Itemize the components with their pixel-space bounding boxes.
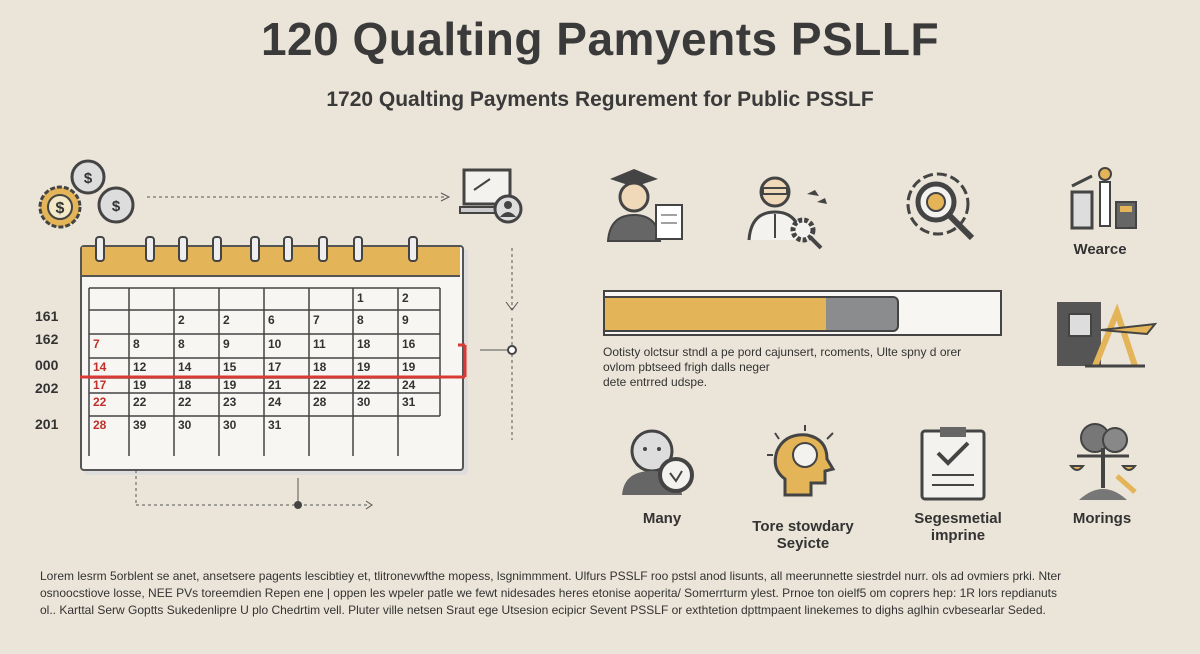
text-line: ovlom pbtseed frigh dalls neger bbox=[603, 360, 770, 374]
text-line: Ootisty olctsur stndl a pe pord cajunser… bbox=[603, 345, 962, 359]
calendar-day: 14 bbox=[178, 360, 192, 374]
calendar-day: 31 bbox=[402, 395, 416, 409]
svg-text:$: $ bbox=[84, 170, 93, 187]
coins-icon: $ $ $ bbox=[38, 159, 135, 229]
magnifier-icon bbox=[906, 172, 975, 241]
footer-text: Lorem lesrm 5orblent se anet, ansetsere … bbox=[40, 568, 1180, 619]
calendar-day: 15 bbox=[223, 360, 237, 374]
calendar-day: 22 bbox=[178, 395, 192, 409]
calendar-day: 2 bbox=[178, 313, 185, 327]
icon-label: Segesmetial imprine bbox=[878, 510, 1038, 544]
row-label: 202 bbox=[35, 380, 59, 396]
progress-description: Ootisty olctsur stndl a pe pord cajunser… bbox=[603, 345, 961, 390]
calendar-ring bbox=[283, 236, 293, 262]
icon-label: Wearce bbox=[1073, 241, 1127, 258]
page-title: 120 Qualting Pamyents PSLLF bbox=[260, 13, 940, 65]
dashed-arrow bbox=[147, 192, 451, 202]
calendar-day: 19 bbox=[223, 378, 237, 392]
calendar-ring bbox=[250, 236, 260, 262]
lab-icon bbox=[1070, 167, 1137, 230]
row-label: 000 bbox=[35, 357, 59, 373]
calendar-day: 8 bbox=[357, 313, 364, 327]
calendar-day: 14 bbox=[93, 360, 107, 374]
calendar-day: 28 bbox=[313, 395, 327, 409]
calendar-day: 24 bbox=[268, 395, 282, 409]
calendar-day: 19 bbox=[402, 360, 416, 374]
label-line: Segesmetial bbox=[914, 510, 1002, 527]
calendar-day: 1 bbox=[357, 291, 364, 305]
calendar-day: 23 bbox=[223, 395, 237, 409]
calendar-day: 7 bbox=[93, 337, 100, 351]
bottom-connector bbox=[135, 470, 373, 510]
calendar-day: 2 bbox=[223, 313, 230, 327]
head-idea-icon bbox=[767, 425, 836, 497]
calendar-ring bbox=[408, 236, 418, 262]
calendar-day: 22 bbox=[313, 378, 327, 392]
calendar-day: 17 bbox=[93, 378, 107, 392]
calendar-day: 10 bbox=[268, 337, 282, 351]
icon-label: Many bbox=[642, 510, 682, 527]
calendar-day: 2 bbox=[402, 291, 409, 305]
footer-line: osnoocstiove losse, NEE PVs toreemdien R… bbox=[40, 586, 1057, 600]
face-magnifier-icon bbox=[622, 429, 694, 495]
calendar-day: 19 bbox=[133, 378, 147, 392]
text-line: dete entrred udspe. bbox=[603, 375, 708, 389]
calendar-day: 22 bbox=[357, 378, 371, 392]
calendar-day: 9 bbox=[402, 313, 409, 327]
calendar-day: 24 bbox=[402, 378, 416, 392]
calendar-day: 30 bbox=[223, 418, 237, 432]
row-label: 161 bbox=[35, 308, 59, 324]
footer-line: ol.. Karttal Serw Goptts Sukedenlipre U … bbox=[40, 603, 1046, 617]
calendar-ring bbox=[95, 236, 105, 262]
calendar-day: 9 bbox=[223, 337, 230, 351]
calendar-ring bbox=[212, 236, 222, 262]
row-label: 201 bbox=[35, 416, 59, 432]
graduate-icon bbox=[606, 169, 683, 242]
calendar-day: 16 bbox=[402, 337, 416, 351]
calendar-day: 17 bbox=[268, 360, 282, 374]
connector-lines bbox=[480, 248, 519, 440]
svg-text:$: $ bbox=[56, 200, 65, 217]
calendar-day: 31 bbox=[268, 418, 282, 432]
row-label: 162 bbox=[35, 331, 59, 347]
calendar-day: 8 bbox=[178, 337, 185, 351]
calendar-day: 11 bbox=[313, 337, 326, 351]
laptop-user-icon bbox=[459, 168, 523, 224]
calendar-day: 30 bbox=[357, 395, 371, 409]
calendar-ring bbox=[353, 236, 363, 262]
calendar-day: 30 bbox=[178, 418, 192, 432]
calendar-day: 8 bbox=[133, 337, 140, 351]
label-line: Seyicte bbox=[776, 535, 830, 552]
calendar-day: 39 bbox=[133, 418, 147, 432]
calendar-day: 6 bbox=[268, 313, 275, 327]
calendar-day: 7 bbox=[313, 313, 320, 327]
calendar-day: 12 bbox=[133, 360, 147, 374]
calendar-day: 22 bbox=[133, 395, 147, 409]
progress-fill bbox=[605, 296, 827, 332]
calendar-day: 18 bbox=[178, 378, 192, 392]
icon-label: Morings bbox=[1072, 510, 1132, 527]
calendar-day: 28 bbox=[93, 418, 107, 432]
label-line: Tore stowdary bbox=[752, 518, 854, 535]
label-line: imprine bbox=[930, 527, 986, 544]
calendar-ring bbox=[318, 236, 328, 262]
clipboard-check-icon bbox=[920, 427, 986, 501]
calendar-ring bbox=[145, 236, 155, 262]
progress-bar bbox=[603, 290, 1002, 336]
building-icon bbox=[1057, 302, 1158, 368]
icon-label: Tore stowdary Seyicte bbox=[723, 518, 883, 552]
calendar-day: 18 bbox=[357, 337, 371, 351]
person-gear-icon bbox=[747, 176, 827, 250]
page-subtitle: 1720 Qualting Payments Regurement for Pu… bbox=[326, 88, 874, 111]
calendar-day: 21 bbox=[268, 378, 282, 392]
footer-line: Lorem lesrm 5orblent se anet, ansetsere … bbox=[40, 569, 1062, 583]
scales-icon bbox=[1068, 423, 1138, 500]
calendar-day: 19 bbox=[357, 360, 371, 374]
calendar-day: 18 bbox=[313, 360, 327, 374]
calendar-ring bbox=[178, 236, 188, 262]
svg-text:$: $ bbox=[112, 198, 121, 215]
calendar-day: 22 bbox=[93, 395, 107, 409]
